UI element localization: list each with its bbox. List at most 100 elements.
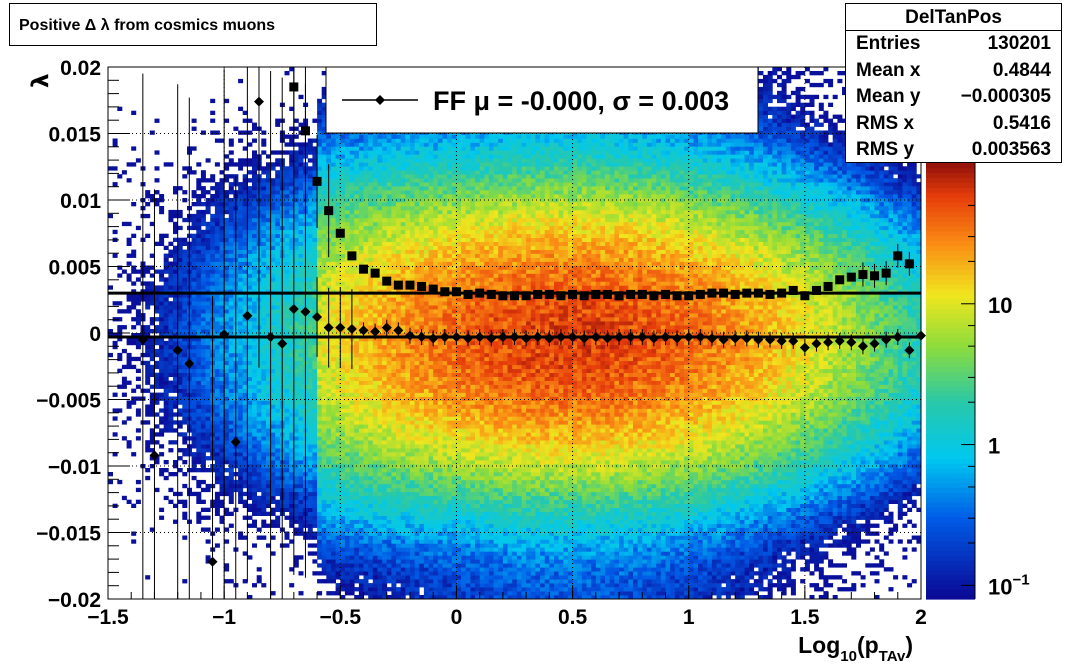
- heatmap-cell: [340, 341, 345, 345]
- heatmap-cell: [247, 381, 252, 385]
- heatmap-cell: [336, 154, 341, 158]
- heatmap-cell: [345, 579, 350, 583]
- heatmap-cell: [159, 369, 164, 373]
- heatmap-cell: [192, 377, 197, 381]
- heatmap-cell: [275, 194, 280, 198]
- heatmap-cell: [359, 353, 364, 357]
- heatmap-cell: [136, 270, 141, 274]
- heatmap-cell: [285, 254, 290, 258]
- heatmap-cell: [354, 428, 359, 432]
- heatmap-cell: [229, 488, 234, 492]
- heatmap-cell: [345, 182, 350, 186]
- heatmap-cell: [122, 393, 127, 397]
- heatmap-cell: [294, 381, 299, 385]
- heatmap-cell: [368, 444, 373, 448]
- heatmap-cell: [224, 563, 229, 567]
- heatmap-cell: [271, 428, 276, 432]
- heatmap-cell: [308, 234, 313, 238]
- heatmap-cell: [271, 444, 276, 448]
- heatmap-cell: [368, 591, 373, 595]
- heatmap-cell: [340, 444, 345, 448]
- heatmap-cell: [299, 389, 304, 393]
- heatmap-cell: [368, 539, 373, 543]
- heatmap-cell: [294, 484, 299, 488]
- heatmap-cell: [322, 305, 327, 309]
- heatmap-cell: [159, 297, 164, 301]
- heatmap-cell: [210, 273, 215, 277]
- heatmap-cell: [215, 353, 220, 357]
- heatmap-cell: [224, 301, 229, 305]
- heatmap-cell: [224, 325, 229, 329]
- heatmap-cell: [182, 432, 187, 436]
- heatmap-cell: [131, 281, 136, 285]
- heatmap-cell: [378, 262, 383, 266]
- heatmap-cell: [317, 484, 322, 488]
- heatmap-cell: [122, 420, 127, 424]
- heatmap-cell: [368, 162, 373, 166]
- heatmap-cell: [354, 476, 359, 480]
- heatmap-cell: [378, 416, 383, 420]
- heatmap-cell: [261, 297, 266, 301]
- heatmap-cell: [229, 424, 234, 428]
- heatmap-cell: [299, 182, 304, 186]
- heatmap-cell: [368, 305, 373, 309]
- heatmap-cell: [145, 349, 150, 353]
- heatmap-cell: [182, 305, 187, 309]
- heatmap-cell: [229, 285, 234, 289]
- heatmap-cell: [196, 254, 201, 258]
- heatmap-cell: [345, 194, 350, 198]
- heatmap-cell: [238, 369, 243, 373]
- heatmap-cell: [345, 504, 350, 508]
- heatmap-cell: [354, 210, 359, 214]
- heatmap-cell: [201, 448, 206, 452]
- heatmap-cell: [224, 428, 229, 432]
- heatmap-cell: [261, 250, 266, 254]
- heatmap-cell: [247, 408, 252, 412]
- heatmap-cell: [192, 492, 197, 496]
- heatmap-cell: [331, 444, 336, 448]
- heatmap-cell: [299, 448, 304, 452]
- heatmap-cell: [373, 472, 378, 476]
- heatmap-cell: [229, 341, 234, 345]
- heatmap-cell: [224, 285, 229, 289]
- heatmap-cell: [271, 452, 276, 456]
- heatmap-cell: [299, 174, 304, 178]
- heatmap-cell: [317, 504, 322, 508]
- heatmap-cell: [238, 408, 243, 412]
- heatmap-cell: [215, 131, 220, 135]
- heatmap-cell: [215, 329, 220, 333]
- heatmap-cell: [122, 385, 127, 389]
- heatmap-cell: [285, 71, 290, 75]
- heatmap-cell: [308, 190, 313, 194]
- heatmap-cell: [261, 210, 266, 214]
- heatmap-cell: [117, 480, 122, 484]
- heatmap-cell: [340, 508, 345, 512]
- heatmap-cell: [159, 285, 164, 289]
- heatmap-cell: [215, 262, 220, 266]
- heatmap-cell: [382, 480, 387, 484]
- heatmap-cell: [178, 309, 183, 313]
- heatmap-cell: [229, 408, 234, 412]
- heatmap-cell: [275, 329, 280, 333]
- heatmap-cell: [294, 369, 299, 373]
- heatmap-cell: [261, 262, 266, 266]
- heatmap-cell: [238, 365, 243, 369]
- heatmap-cell: [331, 468, 336, 472]
- heatmap-cell: [201, 297, 206, 301]
- heatmap-cell: [350, 579, 355, 583]
- heatmap-cell: [359, 317, 364, 321]
- heatmap-cell: [294, 349, 299, 353]
- heatmap-cell: [368, 516, 373, 520]
- heatmap-cell: [368, 472, 373, 476]
- heatmap-cell: [364, 448, 369, 452]
- heatmap-cell: [354, 321, 359, 325]
- heatmap-cell: [331, 285, 336, 289]
- heatmap-cell: [354, 166, 359, 170]
- heatmap-cell: [345, 436, 350, 440]
- heatmap-cell: [136, 412, 141, 416]
- heatmap-cell: [247, 258, 252, 262]
- heatmap-cell: [378, 480, 383, 484]
- heatmap-cell: [340, 250, 345, 254]
- heatmap-cell: [326, 512, 331, 516]
- heatmap-cell: [285, 412, 290, 416]
